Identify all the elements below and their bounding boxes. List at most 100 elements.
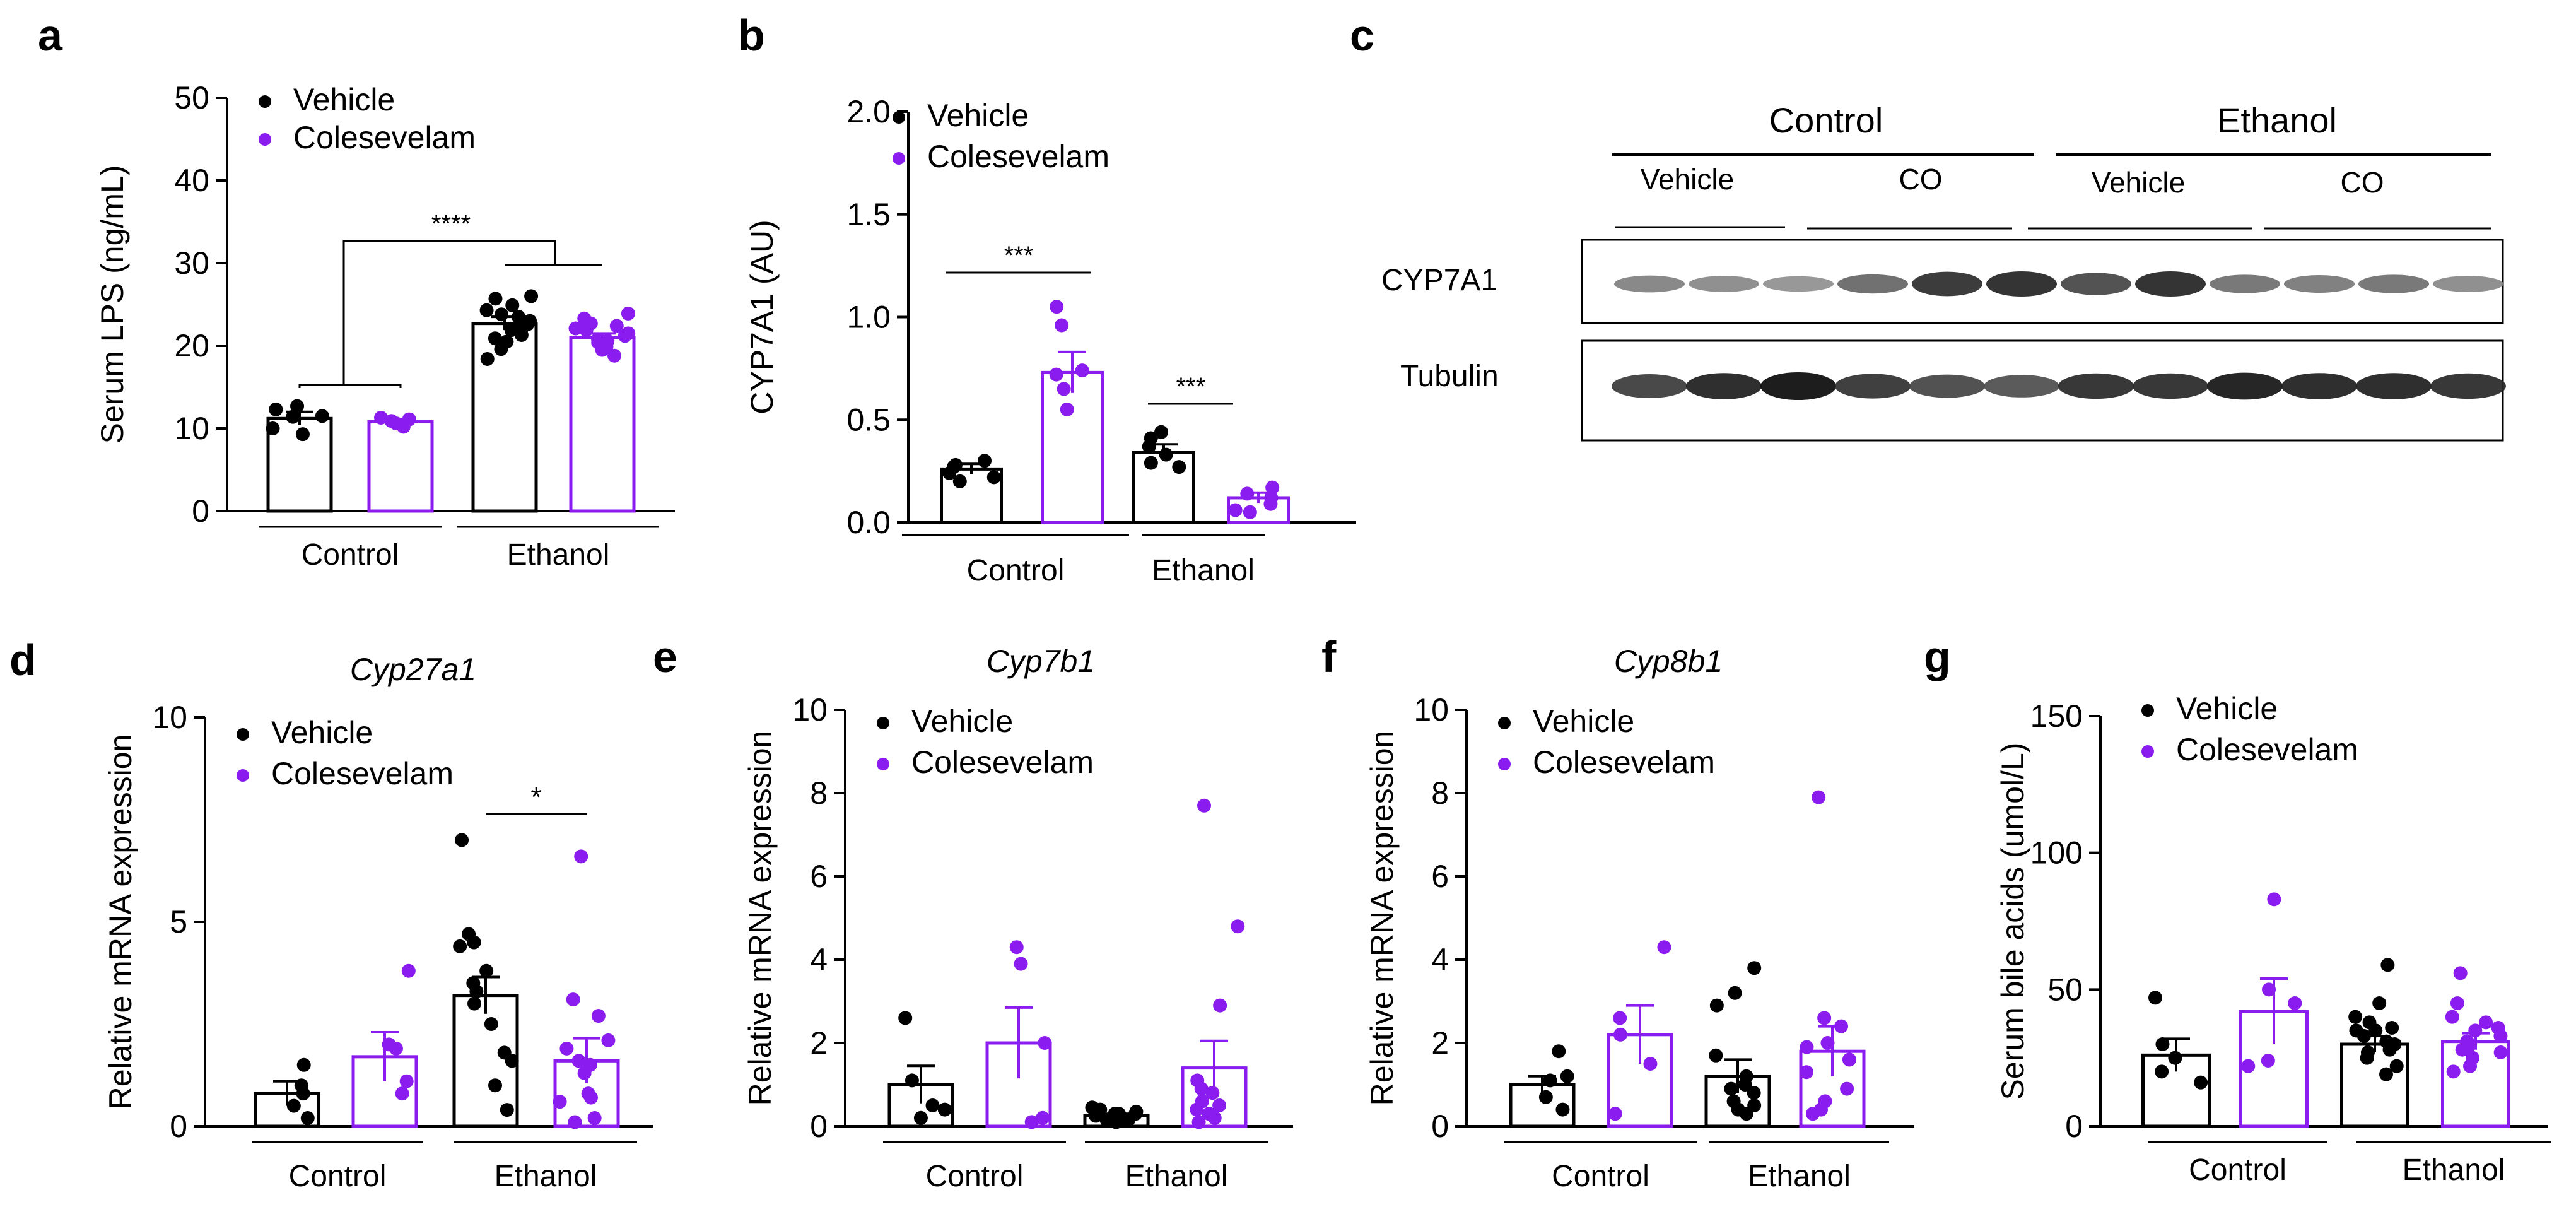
data-point — [1159, 447, 1173, 462]
data-point — [290, 399, 305, 413]
data-point — [2389, 1059, 2404, 1073]
legend-colesevelam-marker — [1498, 758, 1511, 770]
data-point — [2379, 1067, 2393, 1081]
data-point — [1840, 1081, 1854, 1096]
legend-colesevelam-marker — [259, 133, 271, 146]
data-point — [2491, 1021, 2505, 1035]
data-point — [952, 474, 967, 488]
blot-bands — [1612, 271, 2506, 400]
chart-panel-b: 0.0 0.5 1.0 1.5 2.0 CYP7A1 (AU) Control Ethanol… — [744, 94, 1356, 587]
blot-band-cyp7a1 — [1912, 271, 1982, 297]
data-point — [1842, 1052, 1856, 1067]
data-point — [1231, 919, 1245, 934]
legend-vehicle-label: Vehicle — [1533, 704, 1634, 739]
data-point — [1538, 1090, 1553, 1104]
blot-band-tubulin — [1760, 372, 1836, 400]
data-point — [2468, 1023, 2483, 1038]
chart-panel-d: Cyp27a1 0 5 10 Relative mRNA expression Contr… — [103, 652, 653, 1193]
group-label-ethanol: Ethanol — [2403, 1153, 2505, 1187]
data-point — [2380, 958, 2395, 972]
data-point — [1608, 1107, 1622, 1121]
chart-title: Cyp27a1 — [350, 652, 476, 687]
data-point — [2445, 1010, 2459, 1024]
bar-vehicle-ethanol — [1132, 450, 1195, 524]
data-point — [401, 963, 416, 978]
data-point — [1643, 1057, 1658, 1071]
blot-band-tubulin — [2207, 372, 2283, 400]
data-point — [402, 412, 416, 427]
legend-colesevelam-marker — [2141, 745, 2154, 758]
data-point — [986, 470, 1001, 485]
chart-panel-a: 0 10 20 30 40 50 Serum LPS (ng/mL) Control Ethan… — [95, 80, 675, 572]
legend-colesevelam-marker — [877, 758, 889, 770]
blot-band-cyp7a1 — [1614, 275, 1685, 293]
y-tick-label: 2.0 — [846, 94, 891, 129]
data-point — [913, 1110, 928, 1125]
legend-vehicle-label: Vehicle — [911, 704, 1013, 739]
group-label-control: Control — [302, 538, 399, 572]
y-tick-label: 2 — [1431, 1025, 1449, 1061]
blot-band-cyp7a1 — [2210, 274, 2280, 293]
y-tick-label: 10 — [152, 700, 187, 735]
blot-subgroup-co-1: CO — [1899, 163, 1943, 196]
blot-band-cyp7a1 — [1689, 276, 1759, 292]
data-point — [591, 1009, 606, 1023]
data-point — [1195, 1094, 1209, 1109]
data-point — [266, 421, 280, 435]
data-point — [1555, 1102, 1570, 1117]
data-point — [1144, 431, 1158, 445]
group-label-ethanol: Ethanol — [1125, 1160, 1228, 1193]
chart-panel-f: Cyp8b1 0 2 4 6 8 10 Relative mRNA expression Con… — [1364, 644, 1914, 1193]
data-point — [947, 460, 961, 474]
data-point — [2368, 1023, 2383, 1038]
group-label-control: Control — [967, 554, 1065, 587]
data-point — [2372, 996, 2387, 1010]
data-point — [1060, 402, 1074, 416]
sig-label: **** — [431, 210, 471, 238]
data-point — [494, 342, 508, 356]
blot-band-tubulin — [1686, 373, 1762, 399]
data-point — [384, 414, 399, 428]
data-point — [1128, 1107, 1143, 1121]
data-point — [480, 351, 495, 366]
data-point — [898, 1011, 913, 1025]
data-point — [601, 1033, 616, 1047]
legend-vehicle-label: Vehicle — [927, 98, 1029, 133]
data-point — [1560, 1069, 1574, 1083]
western-blot-panel: Control Ethanol Vehicle CO Vehicle CO CY… — [1381, 100, 2506, 442]
legend-vehicle-marker — [2141, 704, 2154, 717]
y-tick-label: 5 — [170, 904, 187, 939]
blot-band-tubulin — [2281, 373, 2357, 399]
data-point — [2155, 1037, 2170, 1051]
legend-colesevelam-label: Colesevelam — [2176, 732, 2358, 767]
legend-colesevelam-label: Colesevelam — [271, 756, 454, 791]
data-point — [1144, 456, 1158, 470]
y-tick-label: 2 — [810, 1025, 828, 1061]
blot-band-cyp7a1 — [1837, 274, 1908, 294]
panel-letter-g: g — [1924, 632, 1951, 681]
legend-colesevelam-label: Colesevelam — [927, 139, 1109, 174]
panel-letter-c: c — [1350, 11, 1374, 60]
data-point — [2148, 991, 2162, 1005]
blot-subgroup-co-2: CO — [2341, 166, 2384, 199]
data-point — [469, 984, 484, 999]
sig-label-ethanol: * — [530, 782, 541, 813]
data-point — [1800, 1040, 1814, 1054]
data-point — [294, 1078, 308, 1093]
y-axis-label: Serum bile acids (umol/L) — [1995, 743, 2030, 1100]
data-point — [488, 1078, 503, 1093]
data-point — [574, 849, 588, 864]
legend-vehicle-marker — [893, 111, 905, 124]
data-point — [1834, 1019, 1849, 1034]
data-point — [1115, 1110, 1129, 1125]
data-point — [1613, 1011, 1627, 1025]
sig-bracket-main — [342, 240, 556, 385]
data-point — [296, 1057, 311, 1072]
y-axis-label: Relative mRNA expression — [1364, 731, 1400, 1106]
data-point — [2194, 1075, 2208, 1090]
panel-letter-f: f — [1321, 632, 1337, 681]
blot-group-control: Control — [1769, 100, 1883, 140]
y-axis-label: CYP7A1 (AU) — [744, 220, 780, 414]
data-point — [1812, 790, 1826, 804]
data-point — [399, 1074, 414, 1088]
